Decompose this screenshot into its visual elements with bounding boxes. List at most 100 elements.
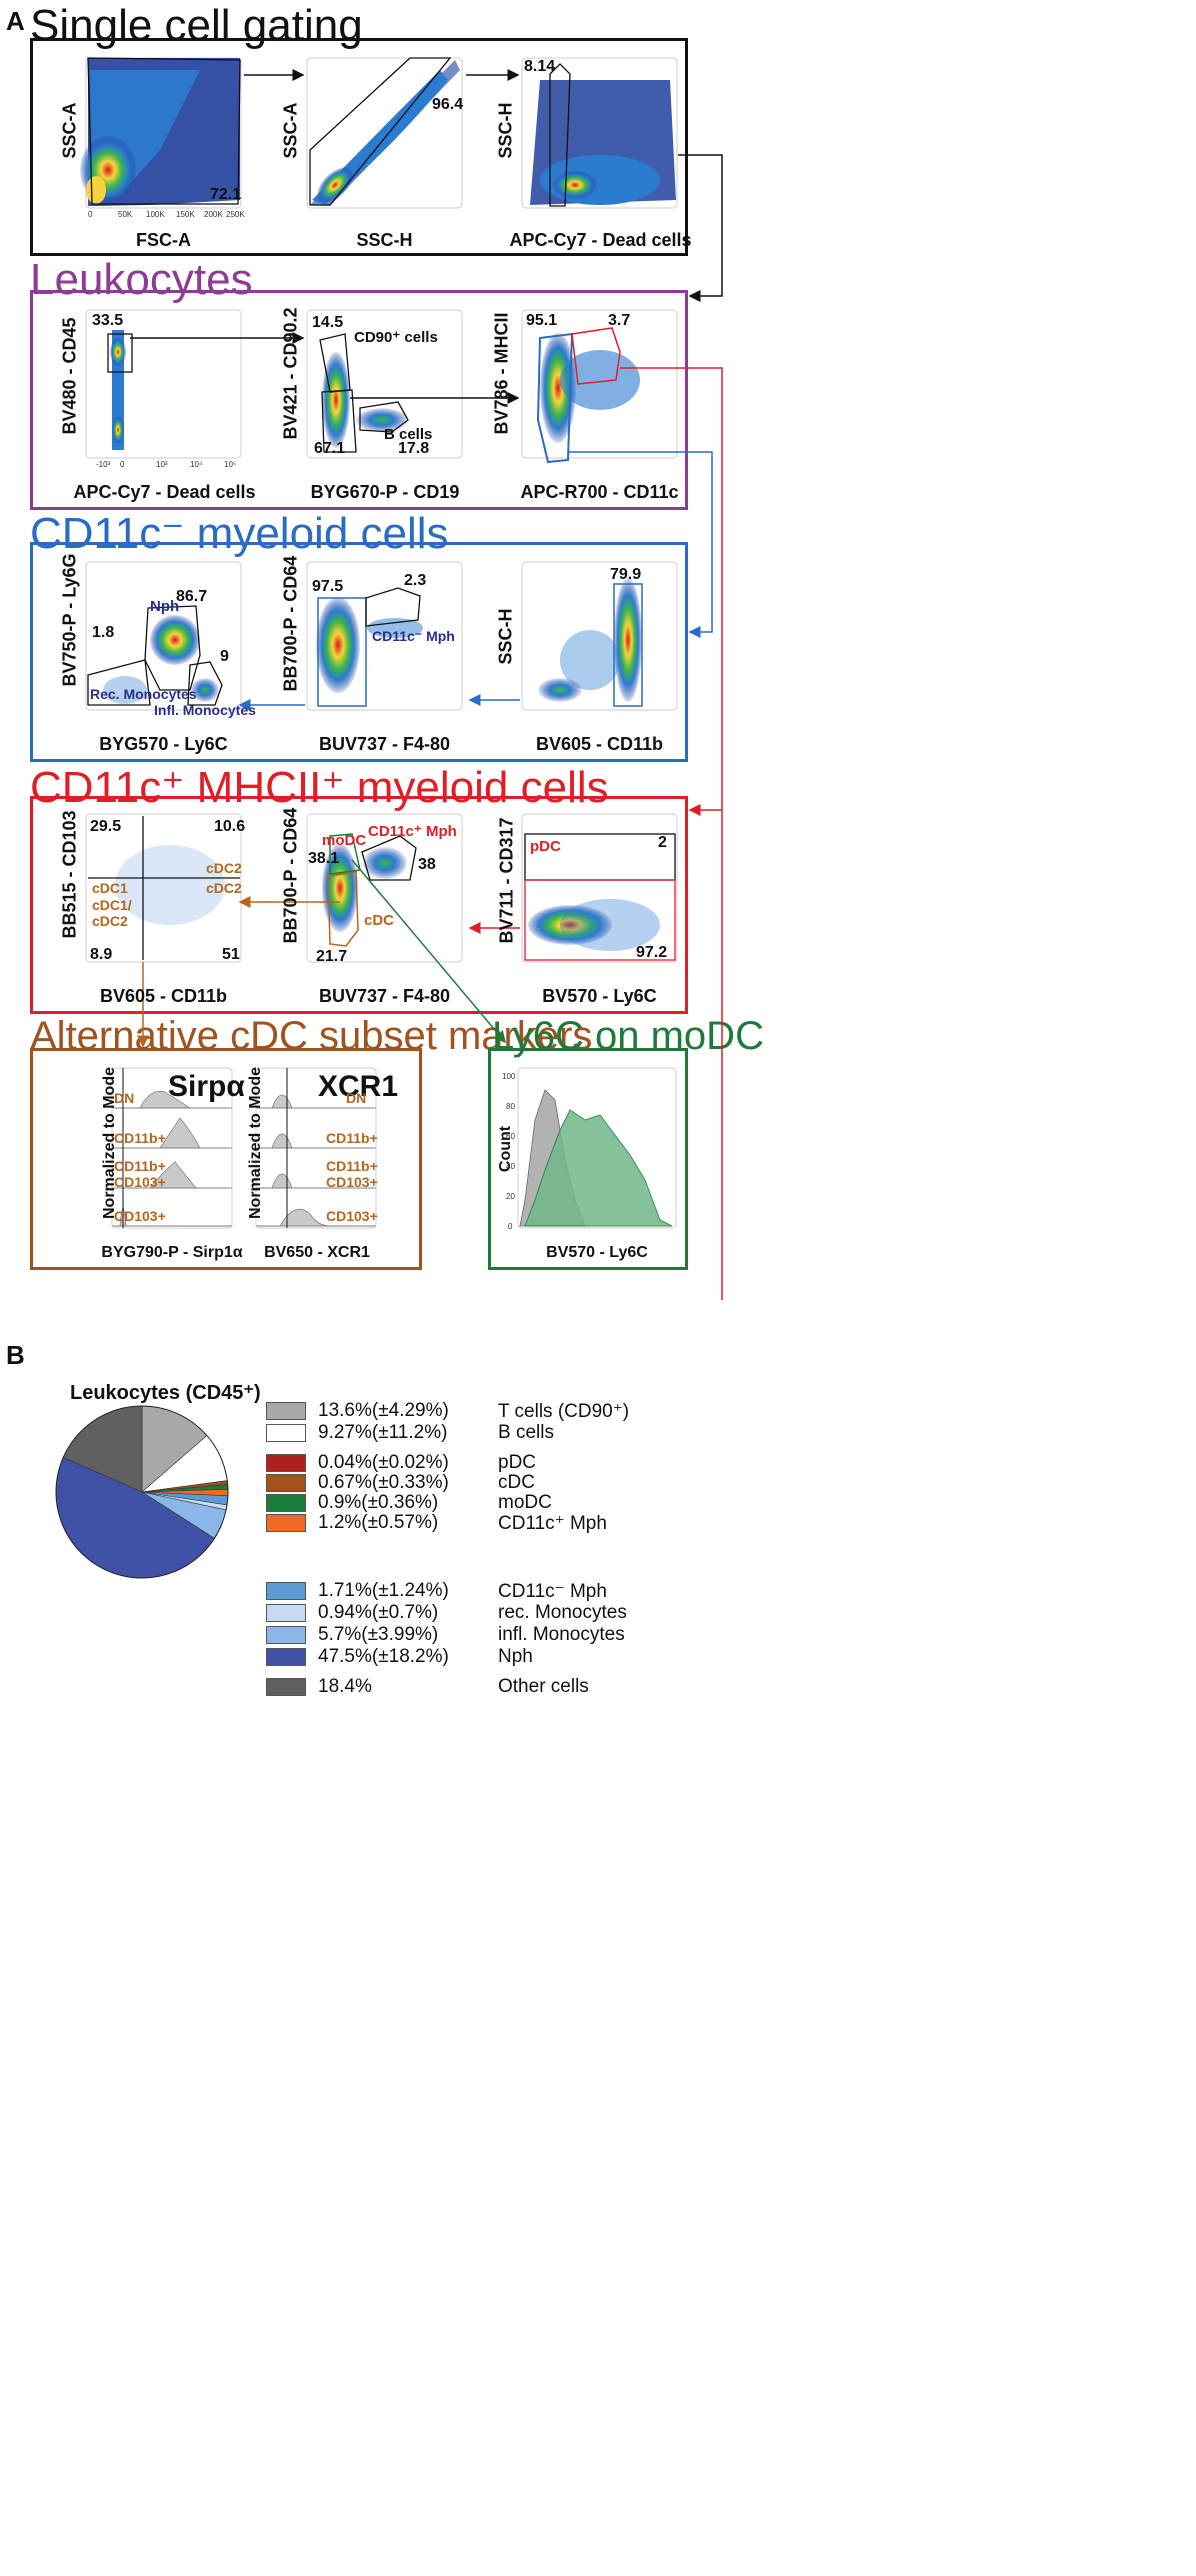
h1-row-cd103: CD103+ xyxy=(114,1208,166,1224)
p22-y-label: BV421 - CD90.2 xyxy=(280,307,301,440)
p41-q-ul: 29.5 xyxy=(90,818,122,835)
legend-value: 1.2%(±0.57%) xyxy=(318,1512,439,1533)
p42-y-label: BB700-P - CD64 xyxy=(280,807,301,944)
p33-gate-value: 79.9 xyxy=(610,566,642,583)
p32-gate-mph: 2.3 xyxy=(404,572,427,589)
pie-legend: 13.6%(±4.29%) T cells (CD90⁺) 9.27%(±11.2… xyxy=(266,1400,1066,1578)
p11-x-label: FSC-A xyxy=(136,230,191,250)
p31-gate-nph: 86.7 xyxy=(176,588,208,605)
p32-gate-neg: 97.5 xyxy=(312,578,344,595)
h2-row-dp-a: CD11b+ xyxy=(326,1158,378,1174)
p43-y-label: BV711 - CD317 xyxy=(496,817,517,944)
p13-x-label: APC-Cy7 - Dead cells xyxy=(509,230,692,250)
p42-x-label: BUV737 - F4-80 xyxy=(318,986,451,1006)
p23-gate-neg: 95.1 xyxy=(526,312,558,329)
legend-item: 5.7%(±3.99%) infl. Monocytes xyxy=(266,1624,625,1646)
legend-value: 9.27%(±11.2%) xyxy=(318,1422,448,1443)
h2-row-cd11b: CD11b+ xyxy=(326,1130,378,1146)
p11-xtick-4: 200K xyxy=(204,210,223,219)
p13-y-label: SSC-H xyxy=(495,102,516,159)
p22-gate-dn: 67.1 xyxy=(314,440,346,457)
legend-item: 13.6%(±4.29%) T cells (CD90⁺) xyxy=(266,1400,629,1422)
p22-bcells-label: B cells xyxy=(384,426,433,443)
legend-label: moDC xyxy=(498,1492,552,1513)
legend-item: 18.4% Other cells xyxy=(266,1676,589,1698)
legend-value: 0.9%(±0.36%) xyxy=(318,1492,439,1513)
p23-y-label: BV786 - MHCII xyxy=(491,312,512,435)
p42-gate-modc: 38.1 xyxy=(308,850,340,867)
h1-row-cd11b: CD11b+ xyxy=(114,1130,166,1146)
p41-y-label: BB515 - CD103 xyxy=(59,810,80,939)
panel-b-letter: B xyxy=(6,1340,25,1370)
legend-item: 1.2%(±0.57%) CD11c⁺ Mph xyxy=(266,1512,607,1534)
legend-swatch xyxy=(266,1582,306,1600)
p41-cdc2-label-b: cDC2 xyxy=(206,880,242,896)
p11-xtick-3: 150K xyxy=(176,210,195,219)
p22-cd90-label: CD90⁺ cells xyxy=(354,329,438,346)
h2-row-dn: DN xyxy=(346,1090,367,1106)
legend-label: B cells xyxy=(498,1422,554,1443)
p42-gate-cdc: 21.7 xyxy=(316,948,348,965)
legend-item: 9.27%(±11.2%) B cells xyxy=(266,1422,554,1444)
p31-nph-label: Nph xyxy=(150,598,180,615)
p31-gate-rec: 1.8 xyxy=(92,624,115,641)
h3-ytick-1: 20 xyxy=(506,1192,515,1201)
p22-x-label: BYG670-P - CD19 xyxy=(310,482,460,502)
p41-cdc1-cdc2-label-a: cDC1/ xyxy=(92,897,132,913)
pie-outline xyxy=(55,1405,229,1579)
legend-value: 5.7%(±3.99%) xyxy=(318,1624,439,1645)
p41-q-ur: 10.6 xyxy=(214,818,246,835)
p21-xtick-1: 0 xyxy=(120,460,125,469)
h3-x-label: BV570 - Ly6C xyxy=(546,1244,648,1261)
p33-x-label: BV605 - CD11b xyxy=(535,734,664,754)
h3-ytick-4: 80 xyxy=(506,1102,515,1111)
legend-item: 47.5%(±18.2%) Nph xyxy=(266,1646,533,1668)
p21-gate-value: 33.5 xyxy=(92,312,124,329)
p23-x-label: APC-R700 - CD11c xyxy=(520,482,679,502)
pie-chart xyxy=(55,1405,229,1579)
legend-swatch xyxy=(266,1474,306,1492)
legend-label: pDC xyxy=(498,1452,537,1473)
p21-xtick-0: -10³ xyxy=(96,460,111,469)
p42-modc-label: moDC xyxy=(322,832,367,849)
h2-row-dp-b: CD103+ xyxy=(326,1174,378,1190)
p31-infl-label: Infl. Monocytes xyxy=(154,702,256,718)
p31-gate-infl: 9 xyxy=(220,648,229,665)
p12-gate-value: 96.4 xyxy=(432,96,464,113)
legend-value: 18.4% xyxy=(318,1676,372,1697)
section-title-cd11c-pos: CD11c⁺ MHCII⁺ myeloid cells xyxy=(30,763,609,812)
single-cell-box xyxy=(30,38,688,256)
legend-value: 0.67%(±0.33%) xyxy=(318,1472,449,1493)
p41-x-label: BV605 - CD11b xyxy=(99,986,228,1006)
h3-ytick-5: 100 xyxy=(502,1072,516,1081)
p13-gate-value: 8.14 xyxy=(524,58,556,75)
legend-swatch xyxy=(266,1402,306,1420)
section-title-leukocytes: Leukocytes xyxy=(30,255,253,304)
p41-cdc1-label: cDC1 xyxy=(92,880,128,896)
p41-q-ll: 8.9 xyxy=(90,946,113,963)
legend-swatch xyxy=(266,1604,306,1622)
p43-gate-pdc: 2 xyxy=(658,834,667,851)
p42-mph-label: CD11c⁺ Mph xyxy=(368,823,457,840)
p32-x-label: BUV737 - F4-80 xyxy=(318,734,451,754)
legend-label: rec. Monocytes xyxy=(498,1602,627,1623)
legend-swatch xyxy=(266,1626,306,1644)
pie-legend-2: 1.71%(±1.24%) CD11c⁻ Mph 0.94%(±0.7%) rec.… xyxy=(266,1580,1066,1780)
h1-title: Sirpα xyxy=(168,1070,245,1103)
h2-y-label: Normalized to Mode xyxy=(247,1066,264,1219)
legend-label: Nph xyxy=(498,1646,533,1667)
h2-x-label: BV650 - XCR1 xyxy=(264,1244,370,1261)
leukocytes-box xyxy=(30,290,688,510)
legend-swatch xyxy=(266,1678,306,1696)
p31-x-label: BYG570 - Ly6C xyxy=(99,734,228,754)
p21-xtick-2: 10³ xyxy=(156,460,168,469)
p21-y-label: BV480 - CD45 xyxy=(59,317,80,435)
legend-label: T cells (CD90⁺) xyxy=(498,1400,630,1422)
h3-ytick-3: 60 xyxy=(506,1132,515,1141)
p22-gate-cd90: 14.5 xyxy=(312,314,344,331)
p11-gate-value: 72.1 xyxy=(210,186,242,203)
legend-label: CD11c⁺ Mph xyxy=(498,1512,607,1534)
legend-label: cDC xyxy=(498,1472,535,1493)
legend-item: 1.71%(±1.24%) CD11c⁻ Mph xyxy=(266,1580,607,1602)
